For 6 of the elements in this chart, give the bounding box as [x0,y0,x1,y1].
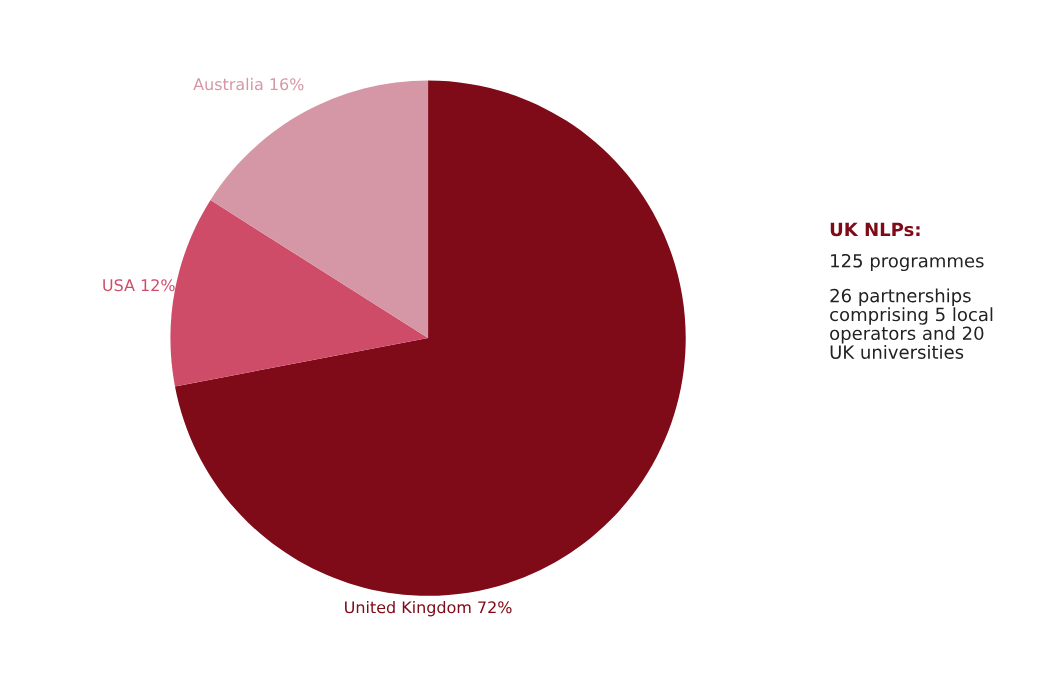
text: 26 partnerships comprising 5 local operators and 20 UK universities [830,288,993,359]
text: 125 programmes [831,253,984,272]
slice-label: USA 12% [103,279,175,292]
slice-label: Australia 16% [193,77,304,91]
slice-label: United Kingdom 72% [345,600,512,617]
text: UK NLPs: [830,222,920,237]
